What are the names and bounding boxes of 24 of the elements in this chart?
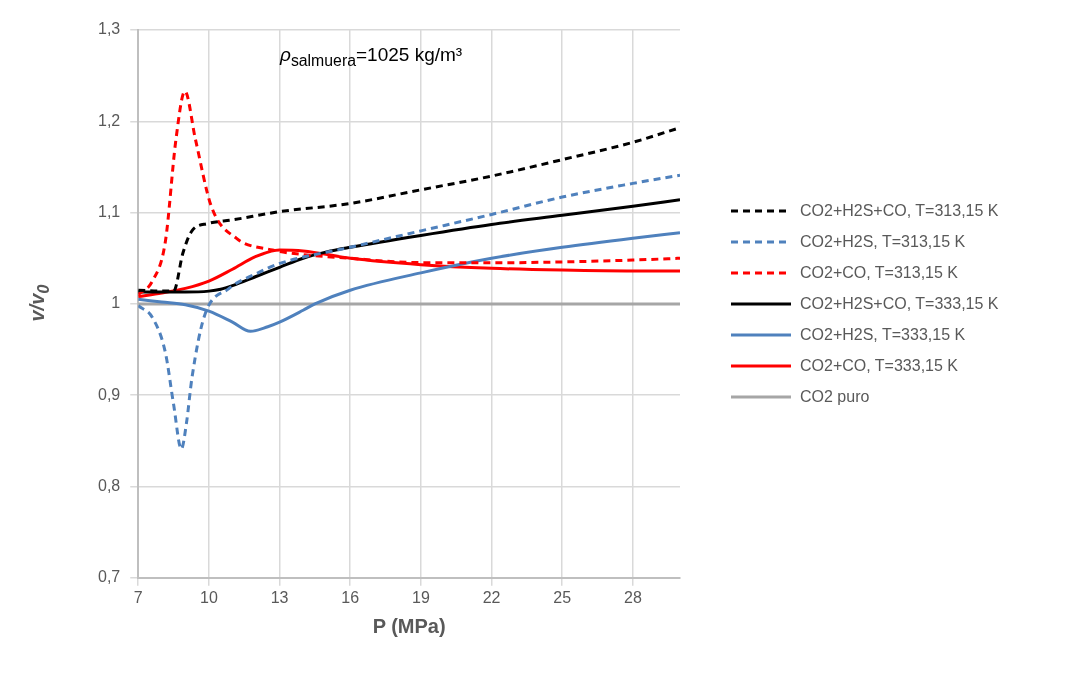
y-tick-label: 0,8	[97, 476, 121, 494]
legend-label: CO2+H2S, T=313,15 K	[800, 233, 966, 251]
x-tick-label: 16	[341, 588, 360, 606]
legend-label: CO2+H2S+CO, T=313,15 K	[800, 202, 999, 220]
legend-label: CO2+H2S+CO, T=333,15 K	[800, 295, 999, 313]
y-tick-label: 0,9	[97, 385, 121, 403]
x-tick-label: 22	[482, 588, 501, 606]
y-tick-label: 0,7	[97, 568, 121, 586]
x-axis-title: P (MPa)	[372, 614, 446, 637]
y-tick-label: 1,1	[97, 203, 121, 221]
y-tick-label: 1	[111, 294, 121, 312]
x-tick-label: 25	[553, 588, 572, 606]
legend-label: CO2+H2S, T=333,15 K	[800, 326, 966, 344]
x-tick-label: 28	[623, 588, 642, 606]
x-tick-label: 10	[200, 588, 218, 606]
x-tick-label: 19	[412, 588, 430, 606]
x-tick-label: 13	[270, 588, 289, 606]
legend-label: CO2 puro	[800, 388, 870, 406]
legend-label: CO2+CO, T=313,15 K	[800, 264, 959, 282]
x-tick-label: 7	[133, 588, 143, 606]
annotation: ρ$_{salmuera}$=1025 kg/m³	[280, 44, 463, 70]
y-tick-label: 1,2	[97, 111, 121, 129]
y-tick-label: 1,3	[97, 20, 121, 38]
legend-label: CO2+CO, T=333,15 K	[800, 357, 959, 375]
